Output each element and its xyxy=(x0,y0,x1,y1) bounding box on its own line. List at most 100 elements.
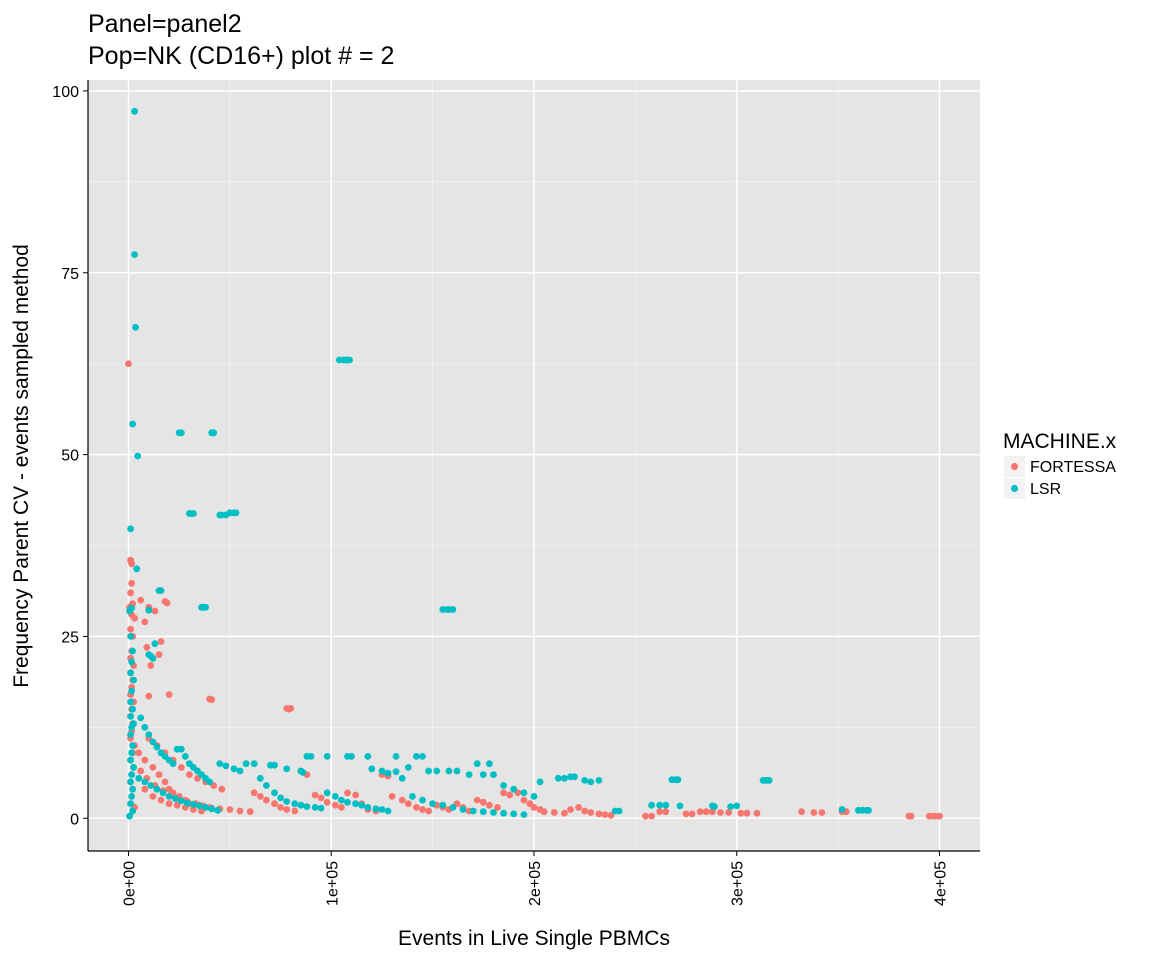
point-lsr xyxy=(291,800,299,808)
point-fortessa xyxy=(419,806,426,813)
point-lsr xyxy=(202,804,210,811)
point-fortessa xyxy=(425,807,432,815)
point-fortessa xyxy=(143,643,151,651)
legend-label-lsr: LSR xyxy=(1030,481,1061,498)
point-fortessa xyxy=(540,808,548,816)
point-lsr xyxy=(256,774,264,782)
point-fortessa xyxy=(137,767,145,775)
point-lsr xyxy=(656,801,664,809)
legend-title: MACHINE.x xyxy=(1003,430,1117,453)
point-lsr xyxy=(510,785,518,793)
point-lsr xyxy=(554,774,562,782)
point-lsr xyxy=(384,807,392,815)
point-fortessa xyxy=(798,808,805,816)
point-fortessa xyxy=(250,789,258,797)
legend-label-fortessa: FORTESSA xyxy=(1030,459,1116,476)
point-lsr xyxy=(127,778,134,786)
point-fortessa xyxy=(236,807,244,815)
point-lsr xyxy=(159,789,167,797)
point-fortessa xyxy=(226,806,234,813)
point-lsr xyxy=(196,802,203,810)
point-fortessa xyxy=(587,809,595,816)
point-lsr xyxy=(344,798,351,806)
point-lsr xyxy=(530,793,538,800)
point-lsr xyxy=(479,771,487,778)
point-lsr xyxy=(157,587,165,594)
point-lsr xyxy=(520,811,528,818)
point-fortessa xyxy=(137,596,145,604)
y-tick-label: 75 xyxy=(61,266,79,283)
point-fortessa xyxy=(141,756,149,764)
point-fortessa xyxy=(702,808,710,816)
x-tick-label: 3e+05 xyxy=(730,861,747,906)
point-fortessa xyxy=(648,812,655,820)
point-fortessa xyxy=(161,778,169,786)
point-lsr xyxy=(129,420,137,428)
point-lsr xyxy=(127,713,134,720)
point-fortessa xyxy=(323,798,331,806)
point-lsr xyxy=(453,767,461,775)
point-lsr xyxy=(145,606,153,614)
point-fortessa xyxy=(151,607,159,615)
x-axis-ticks: 0e+00 1e+05 2e+05 3e+05 4e+05 xyxy=(122,851,949,906)
point-lsr xyxy=(648,801,655,809)
point-fortessa xyxy=(398,796,406,804)
point-lsr xyxy=(216,760,224,768)
point-fortessa xyxy=(246,808,254,816)
point-fortessa xyxy=(743,809,751,817)
point-fortessa xyxy=(688,810,696,818)
point-lsr xyxy=(323,753,331,760)
point-lsr xyxy=(490,771,497,778)
x-tick-label: 0e+00 xyxy=(122,861,139,906)
point-fortessa xyxy=(737,809,745,817)
point-lsr xyxy=(141,723,149,731)
point-lsr xyxy=(283,798,291,805)
point-fortessa xyxy=(725,809,732,816)
point-lsr xyxy=(130,676,138,684)
point-fortessa xyxy=(141,618,149,626)
point-lsr xyxy=(469,807,477,815)
point-fortessa xyxy=(753,809,761,817)
point-fortessa xyxy=(190,806,197,813)
point-lsr xyxy=(277,794,284,802)
point-lsr xyxy=(465,771,473,778)
point-lsr xyxy=(222,762,230,770)
point-lsr xyxy=(317,804,325,812)
point-lsr xyxy=(419,796,426,804)
point-lsr xyxy=(190,801,197,808)
point-lsr xyxy=(153,743,161,751)
point-lsr xyxy=(131,251,139,258)
x-tick-label: 1e+05 xyxy=(324,861,341,906)
point-lsr xyxy=(177,797,185,805)
point-lsr xyxy=(145,651,153,658)
point-fortessa xyxy=(696,808,704,816)
point-lsr xyxy=(510,810,518,818)
point-lsr xyxy=(250,760,258,768)
point-lsr xyxy=(727,803,734,810)
legend: MACHINE.x FORTESSA LSR xyxy=(1003,430,1117,499)
point-lsr xyxy=(398,774,406,782)
data-points xyxy=(125,107,943,820)
point-lsr xyxy=(271,789,278,797)
point-lsr xyxy=(486,760,493,768)
point-fortessa xyxy=(601,811,609,818)
point-lsr xyxy=(165,793,173,800)
point-lsr xyxy=(378,806,386,813)
point-fortessa xyxy=(317,794,325,802)
point-fortessa xyxy=(595,810,603,818)
point-fortessa xyxy=(127,589,134,597)
point-fortessa xyxy=(530,804,538,811)
point-lsr xyxy=(449,804,457,811)
point-fortessa xyxy=(165,800,173,808)
point-fortessa xyxy=(271,800,278,808)
point-lsr xyxy=(372,805,380,813)
point-fortessa xyxy=(128,560,136,568)
point-lsr xyxy=(128,658,136,666)
point-lsr xyxy=(202,603,210,611)
point-lsr xyxy=(210,429,218,437)
point-lsr xyxy=(384,769,392,777)
point-lsr xyxy=(445,767,453,775)
point-fortessa xyxy=(331,801,339,809)
point-lsr xyxy=(133,565,141,573)
point-fortessa xyxy=(607,812,615,819)
